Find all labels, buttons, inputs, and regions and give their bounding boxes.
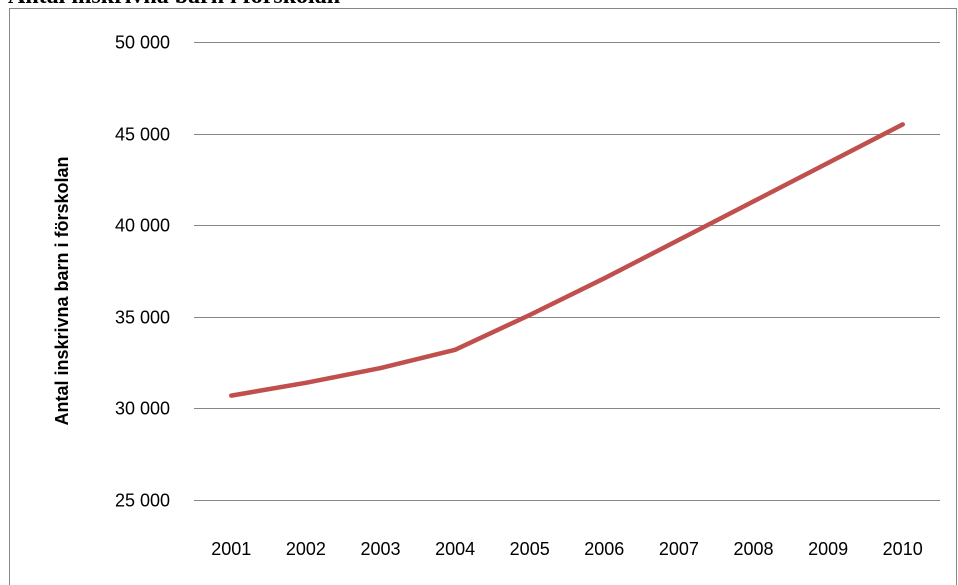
data-point [900,122,905,127]
x-tick-label: 2002 [286,539,326,559]
data-point [751,199,756,204]
x-tick-label: 2007 [659,539,699,559]
gridlines [194,42,940,501]
x-tick-label: 2006 [584,539,624,559]
y-tick-label: 30 000 [115,399,170,419]
y-tick-label: 45 000 [115,125,170,145]
x-tick-labels: 2001 2002 2003 2004 2005 2006 2007 2008 2009 2010 [211,539,922,559]
x-tick-label: 2004 [435,539,475,559]
y-tick-labels: 25 000 30 000 35 000 40 000 45 000 50 000 [115,33,170,511]
data-point [303,380,308,385]
x-tick-label: 2009 [808,539,848,559]
data-point [453,347,458,352]
data-point [826,160,831,165]
x-tick-label: 2010 [883,539,923,559]
y-tick-label: 40 000 [115,216,170,236]
series-line-0 [229,122,905,398]
chart-frame [9,8,957,585]
x-tick-label: 2001 [211,539,251,559]
y-tick-label: 25 000 [115,491,170,511]
y-axis-title: Antal inskrivna barn i förskolan [52,156,72,425]
x-tick-label: 2005 [510,539,550,559]
y-tick-label: 50 000 [115,33,170,53]
data-point [229,393,234,398]
x-tick-label: 2008 [733,539,773,559]
data-point [527,312,532,317]
data-point [602,276,607,281]
series-layer [229,122,905,398]
y-tick-label: 35 000 [115,308,170,328]
data-point [378,366,383,371]
chart-title: Antal inskrivna barn i förskolan [8,0,341,8]
x-tick-label: 2003 [360,539,400,559]
data-point [676,237,681,242]
